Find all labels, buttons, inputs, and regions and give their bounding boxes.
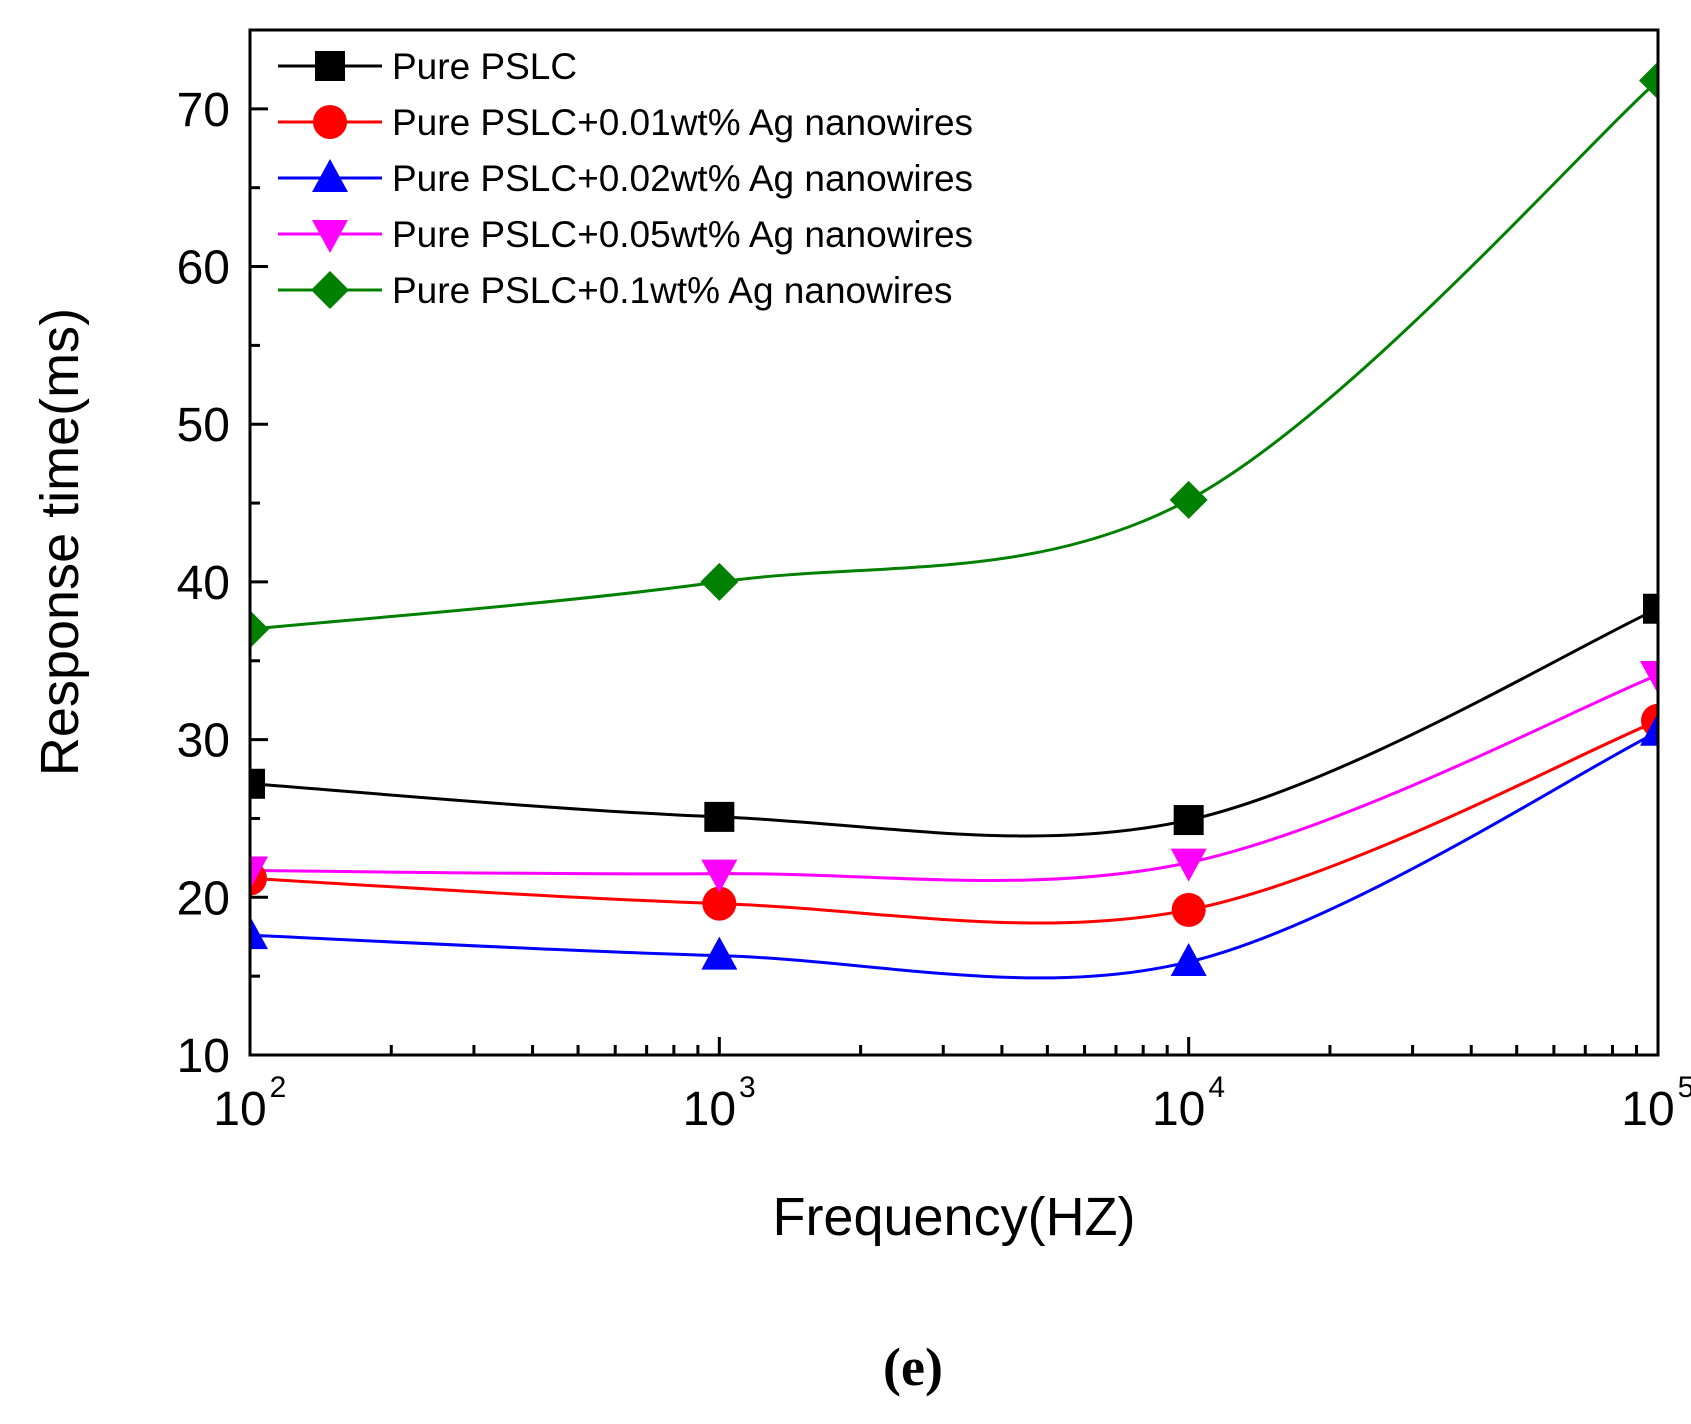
x-tick-label: 10 [1152,1083,1205,1136]
data-point-s2-2 [1170,942,1207,976]
x-axis-title: Frequency(HZ) [772,1187,1135,1247]
series-line-1 [250,719,1658,925]
y-tick-label: 50 [177,399,230,452]
data-point-s3-2 [1170,848,1207,882]
y-tick-label: 40 [177,557,230,610]
legend-marker-1 [313,105,347,139]
x-tick-exponent: 5 [1678,1071,1691,1104]
legend-label-1: Pure PSLC+0.01wt% Ag nanowires [392,102,973,143]
data-point-s1-2 [1171,892,1206,927]
y-tick-label: 20 [177,872,230,925]
legend-label-3: Pure PSLC+0.05wt% Ag nanowires [392,214,973,255]
x-tick-label: 10 [213,1083,266,1136]
series-lines [250,79,1658,980]
data-point-s2-1 [701,936,738,970]
y-tick-label: 60 [177,242,230,295]
legend-marker-0 [315,51,345,81]
data-point-s4-1 [700,562,739,601]
series-line-0 [250,607,1658,838]
series-line-2 [250,730,1658,980]
data-point-s0-2 [1173,805,1204,836]
legend: Pure PSLC Pure PSLC+0.01wt% Ag nanowires P… [278,46,973,311]
legend-label-0: Pure PSLC [392,46,577,87]
legend-label-4: Pure PSLC+0.1wt% Ag nanowires [392,270,952,311]
x-tick-label: 10 [1621,1083,1674,1136]
x-tick-label: 10 [683,1083,736,1136]
data-point-s4-2 [1169,480,1208,519]
y-tick-label: 30 [177,715,230,768]
series-line-3 [250,673,1658,882]
data-point-s0-0 [250,768,265,799]
data-point-s4-0 [250,610,269,649]
legend-marker-4 [311,271,349,309]
x-tick-exponent: 2 [270,1071,287,1104]
data-point-s3-0 [250,856,268,890]
data-point-s0-1 [704,801,735,832]
x-tick-exponent: 3 [739,1071,756,1104]
y-axis-title: Response time(ms) [30,308,90,776]
axis-ticks [248,107,1660,1057]
data-point-s4-3 [1639,61,1658,100]
legend-marker-2 [312,159,348,192]
legend-label-2: Pure PSLC+0.02wt% Ag nanowires [392,158,973,199]
data-point-s2-3 [1640,712,1658,746]
series-line-4 [250,79,1658,631]
plot-frame [248,28,1660,1057]
series-markers [250,61,1658,976]
data-point-s3-1 [701,859,738,893]
data-point-s3-3 [1640,660,1658,694]
data-point-s1-1 [702,886,737,921]
panel-label: (e) [883,1337,943,1397]
data-point-s0-3 [1643,593,1658,624]
legend-marker-3 [312,220,348,253]
data-point-s2-0 [250,916,268,950]
y-tick-label: 10 [177,1030,230,1083]
y-tick-label: 70 [177,84,230,137]
series-layer [250,61,1658,980]
x-tick-exponent: 4 [1208,1071,1225,1104]
